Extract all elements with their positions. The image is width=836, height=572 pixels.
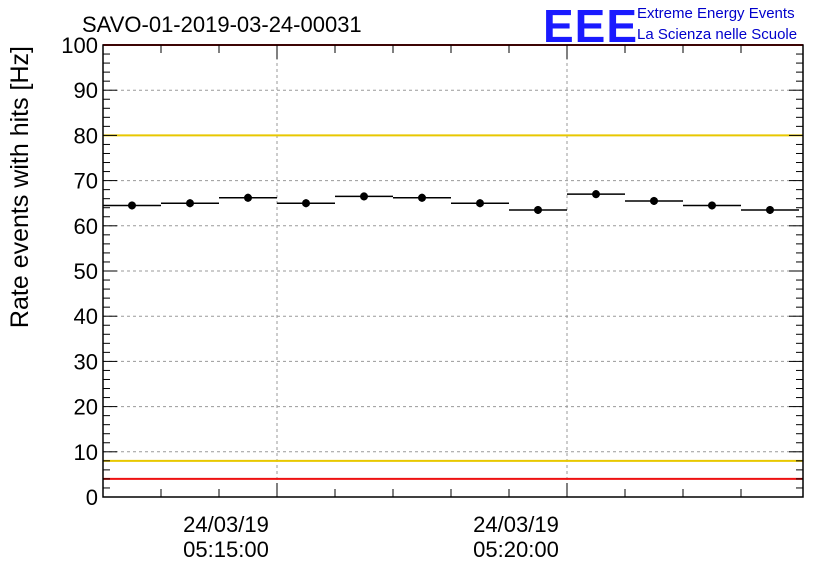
chart-title: SAVO-01-2019-03-24-00031 bbox=[82, 12, 362, 37]
x-tick-label-time: 05:15:00 bbox=[183, 537, 269, 562]
data-point bbox=[534, 205, 542, 214]
eee-logo-mark: EEE bbox=[543, 0, 638, 52]
data-point bbox=[302, 199, 310, 208]
eee-logo-line2: La Scienza nelle Scuole bbox=[637, 26, 797, 43]
x-tick-labels: 24/03/19 05:15:00 24/03/19 05:20:00 bbox=[183, 512, 559, 562]
y-tick-labels: 0 10 20 30 40 50 60 70 80 90 100 bbox=[61, 33, 98, 510]
y-tick-label: 30 bbox=[74, 349, 98, 374]
y-tick-label: 70 bbox=[74, 169, 98, 194]
y-tick-label: 80 bbox=[74, 123, 98, 148]
grid bbox=[103, 45, 803, 497]
eee-logo: EEE Extreme Energy Events La Scienza nel… bbox=[543, 0, 797, 52]
y-tick-label: 40 bbox=[74, 304, 98, 329]
data-point bbox=[650, 196, 658, 205]
x-tick-label-date: 24/03/19 bbox=[473, 512, 559, 537]
y-tick-label: 0 bbox=[86, 485, 98, 510]
reference-lines bbox=[103, 44, 803, 480]
eee-logo-line1: Extreme Energy Events bbox=[637, 5, 795, 22]
data-point bbox=[244, 193, 252, 202]
data-point bbox=[418, 193, 426, 202]
x-tick-label-date: 24/03/19 bbox=[183, 512, 269, 537]
y-tick-label: 50 bbox=[74, 259, 98, 284]
data-point bbox=[766, 205, 774, 214]
data-point bbox=[476, 199, 484, 208]
y-tick-label: 20 bbox=[74, 395, 98, 420]
data-point bbox=[708, 201, 716, 210]
y-tick-label: 10 bbox=[74, 440, 98, 465]
y-axis-title: Rate events with hits [Hz] bbox=[6, 46, 34, 328]
y-tick-label: 60 bbox=[74, 214, 98, 239]
data-point bbox=[360, 192, 368, 201]
x-tick-label-time: 05:20:00 bbox=[473, 537, 559, 562]
data-points bbox=[103, 190, 799, 214]
data-point bbox=[592, 190, 600, 199]
y-tick-label: 90 bbox=[74, 78, 98, 103]
y-tick-label: 100 bbox=[61, 33, 98, 58]
data-point bbox=[186, 199, 194, 208]
axis-ticks bbox=[103, 44, 803, 498]
data-point bbox=[128, 201, 136, 210]
